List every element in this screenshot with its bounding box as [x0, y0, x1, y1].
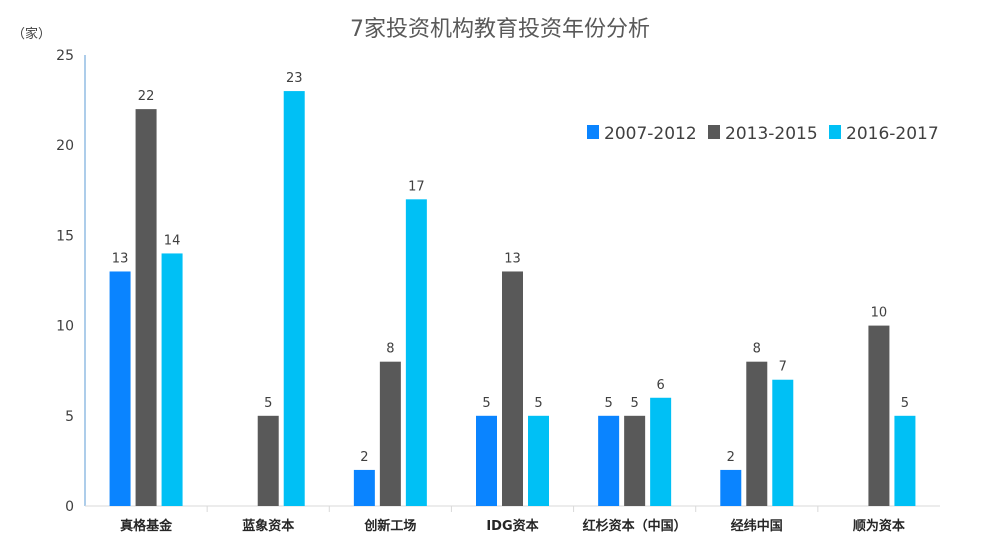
data-label: 22	[138, 89, 155, 104]
bars	[109, 91, 916, 507]
data-label: 10	[871, 306, 888, 321]
x-category-label: 红杉资本（中国）	[583, 518, 687, 534]
data-label: 13	[112, 251, 129, 266]
bar	[720, 469, 742, 506]
x-category-label: 经纬中国	[731, 518, 783, 534]
legend-swatch	[708, 125, 720, 139]
data-label: 5	[534, 396, 542, 411]
data-label: 23	[286, 71, 303, 86]
data-label: 5	[605, 396, 613, 411]
data-label: 2	[360, 450, 368, 465]
legend-swatch	[587, 125, 599, 139]
bar	[624, 415, 646, 506]
bar	[257, 415, 279, 506]
data-label: 5	[901, 396, 909, 411]
data-labels: 13 22 14 5 23 2 8 17 5 13 5 5 5 6 2 8 7 10 5	[112, 71, 909, 465]
bar	[772, 379, 794, 506]
y-axis-unit-label: （家）	[12, 26, 51, 42]
bar	[528, 415, 549, 506]
x-category-label: 创新工场	[363, 518, 416, 534]
bar	[379, 361, 401, 506]
x-category-label: IDG资本	[486, 518, 538, 534]
data-label: 13	[504, 251, 521, 266]
legend-label: 2007-2012	[604, 124, 697, 144]
legend: 2007-2012 2013-2015 2016-2017	[587, 124, 939, 144]
data-label: 5	[482, 396, 490, 411]
y-tick-label: 20	[56, 138, 74, 154]
x-category-label: 顺为资本	[853, 518, 905, 534]
data-label: 17	[408, 179, 425, 194]
legend-swatch	[829, 125, 841, 139]
data-label: 7	[779, 360, 787, 375]
bar	[868, 325, 890, 506]
bar	[598, 415, 620, 506]
bar	[894, 415, 916, 506]
y-tick-label: 10	[56, 319, 74, 335]
bar	[161, 253, 183, 506]
bar	[502, 271, 523, 506]
axes: 0510152025真格基金 蓝象资本 创新工场 IDG资本 红杉资本（中国） 经纬中国顺…	[56, 48, 940, 534]
chart-title: 7家投资机构教育投资年份分析	[350, 17, 650, 42]
data-label: 8	[386, 342, 394, 357]
bar	[405, 199, 427, 506]
data-label: 14	[164, 233, 181, 248]
bar	[650, 397, 672, 506]
bar	[353, 469, 375, 506]
legend-label: 2013-2015	[725, 124, 818, 144]
data-label: 5	[264, 396, 272, 411]
bar	[746, 361, 768, 506]
bar	[109, 271, 131, 506]
bar	[135, 109, 157, 507]
x-category-label: 蓝象资本	[242, 518, 294, 534]
data-label: 2	[727, 450, 735, 465]
bar	[283, 91, 305, 506]
x-category-label: 真格基金	[120, 518, 173, 534]
data-label: 8	[753, 342, 761, 357]
y-tick-label: 0	[65, 499, 74, 515]
y-tick-label: 5	[65, 409, 74, 425]
y-tick-label: 25	[56, 48, 74, 64]
data-label: 6	[657, 378, 665, 393]
bar	[476, 415, 497, 506]
y-tick-label: 15	[56, 228, 74, 244]
data-label: 5	[631, 396, 639, 411]
legend-label: 2016-2017	[846, 124, 939, 144]
